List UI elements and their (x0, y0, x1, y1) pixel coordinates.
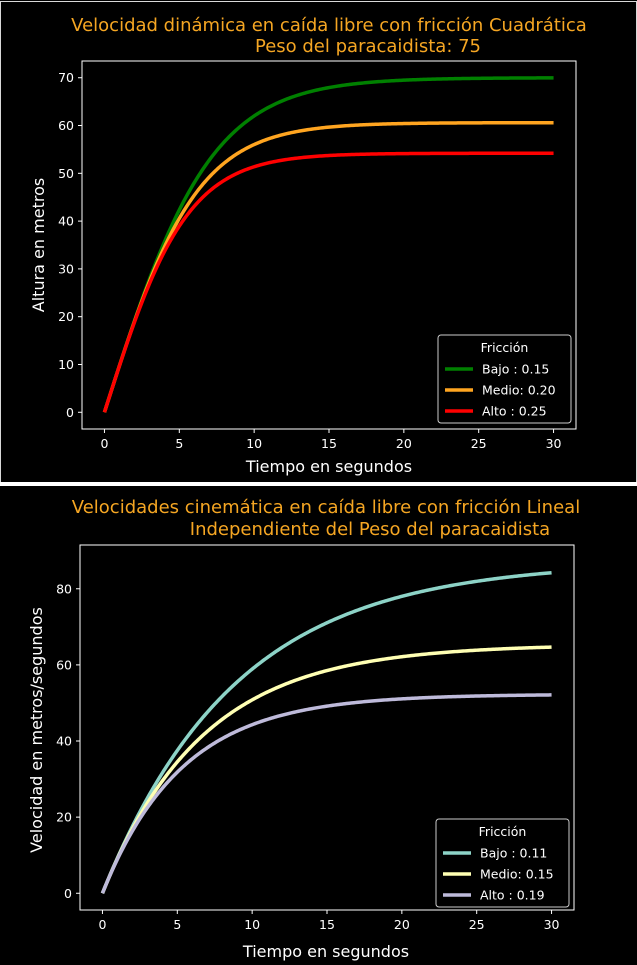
x-axis-label: Tiempo en segundos (245, 457, 412, 476)
chart-panel-linear: Velocidades cinemática en caída libre co… (0, 483, 637, 965)
series-line-3 (100, 693, 552, 894)
legend-entry: Bajo : 0.15 (482, 362, 549, 377)
series-line-3 (102, 151, 554, 413)
legend: Fricción Bajo : 0.11 Medio: 0.15 Alto : 0.1… (435, 818, 570, 908)
y-tick-label: 60 (56, 657, 72, 672)
legend: Fricción Bajo : 0.15 Medio: 0.20 Alto : 0.2… (437, 334, 572, 424)
chart-title-line1: Velocidades cinemática en caída libre co… (72, 497, 580, 518)
x-tick-label: 30 (544, 917, 560, 932)
x-tick-label: 10 (244, 917, 260, 932)
y-tick-label: 50 (58, 166, 74, 181)
y-tick-label: 0 (66, 405, 74, 420)
series-line-2 (100, 645, 552, 894)
legend-title: Fricción (481, 340, 529, 355)
chart-linear-friction: Velocidades cinemática en caída libre co… (27, 497, 580, 961)
y-tick-label: 70 (58, 70, 74, 85)
legend-entry: Medio: 0.20 (482, 383, 556, 398)
chart-title-line2: Peso del paracaidista: 75 (255, 36, 481, 57)
y-tick-label: 60 (58, 118, 74, 133)
y-tick-label: 40 (58, 214, 74, 229)
series-line-1 (100, 570, 552, 894)
series-line-2 (102, 120, 554, 413)
legend-entry: Medio: 0.15 (480, 867, 554, 882)
legend-title: Fricción (479, 824, 527, 839)
x-axis-label: Tiempo en segundos (242, 942, 409, 961)
y-axis-label: Velocidad en metros/segundos (27, 607, 46, 853)
chart-title-line2: Independiente del Peso del paracaidista (190, 519, 550, 540)
x-tick-label: 5 (175, 436, 183, 451)
y-tick-label: 0 (64, 886, 72, 901)
x-tick-label: 30 (546, 436, 562, 451)
legend-box (437, 334, 572, 424)
x-tick-label: 10 (246, 436, 262, 451)
chart-panel-quadratic: Velocidad dinámica en caída libre con fr… (0, 1, 637, 483)
legend-entry: Alto : 0.19 (480, 888, 545, 903)
y-tick-label: 30 (58, 261, 74, 276)
panel-separator (0, 482, 637, 486)
x-tick-label: 5 (173, 917, 181, 932)
legend-entry: Alto : 0.25 (482, 404, 547, 419)
x-tick-label: 0 (98, 917, 106, 932)
x-tick-label: 25 (469, 917, 485, 932)
chart-quadratic-friction: Velocidad dinámica en caída libre con fr… (29, 15, 587, 476)
y-tick-label: 20 (56, 810, 72, 825)
x-tick-label: 20 (396, 436, 412, 451)
x-tick-label: 20 (394, 917, 410, 932)
y-axis-label: Altura en metros (29, 178, 48, 312)
x-tick-label: 25 (471, 436, 487, 451)
x-tick-label: 0 (100, 436, 108, 451)
y-tick-label: 40 (56, 734, 72, 749)
y-tick-label: 10 (58, 357, 74, 372)
chart-title-line1: Velocidad dinámica en caída libre con fr… (71, 15, 587, 36)
legend-entry: Bajo : 0.11 (480, 846, 547, 861)
y-tick-label: 20 (58, 309, 74, 324)
x-tick-label: 15 (319, 917, 335, 932)
y-tick-label: 80 (56, 581, 72, 596)
series-line-1 (102, 76, 554, 413)
legend-box (435, 818, 570, 908)
x-tick-label: 15 (321, 436, 337, 451)
